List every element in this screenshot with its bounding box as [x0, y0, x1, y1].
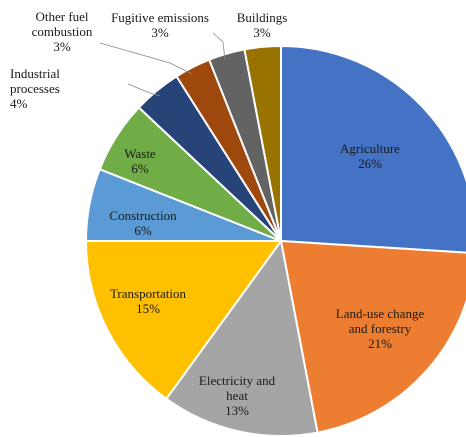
- slice-value-label: 3%: [151, 25, 169, 40]
- pie-slice-electricity-and-heat: [164, 238, 319, 437]
- slice-value-label: 15%: [136, 301, 160, 316]
- slice-label: Industrial processes 4%: [10, 66, 60, 111]
- slice-name-label: Agriculture: [340, 141, 400, 156]
- slice-name-label: Buildings: [237, 10, 288, 25]
- slice-name-label: Fugitive emissions: [111, 10, 209, 25]
- slice-value-label: 13%: [225, 403, 249, 418]
- slice-label: Agriculture 26%: [340, 141, 400, 171]
- slice-value-label: 6%: [131, 161, 149, 176]
- pie-slice-agriculture: [280, 44, 466, 254]
- slice-value-label: 26%: [358, 156, 382, 171]
- pie-slices: [84, 44, 466, 437]
- slice-label: Transportation 15%: [110, 286, 187, 316]
- slice-name-label: Waste: [124, 146, 156, 161]
- slice-name-label: Industrial: [10, 66, 60, 81]
- leader-line: [127, 83, 161, 97]
- slice-label: Other fuel combustion 3%: [32, 9, 93, 54]
- slice-label: Buildings 3%: [237, 10, 288, 40]
- slice-value-label: 6%: [134, 223, 152, 238]
- slice-name-label: combustion: [32, 24, 93, 39]
- slice-name-label: heat: [226, 388, 248, 403]
- slice-value-label: 3%: [53, 39, 71, 54]
- slice-label: Fugitive emissions 3%: [111, 10, 209, 40]
- slice-label: Electricity and heat 13%: [199, 373, 276, 418]
- slice-name-label: and forestry: [349, 321, 412, 336]
- leader-lines: [99, 32, 226, 97]
- slice-value-label: 21%: [368, 336, 392, 351]
- slice-label: Land-use change and forestry 21%: [336, 306, 425, 351]
- slice-value-label: 3%: [253, 25, 271, 40]
- slice-name-label: Land-use change: [336, 306, 425, 321]
- slice-name-label: Electricity and: [199, 373, 276, 388]
- slice-name-label: Construction: [109, 208, 177, 223]
- leader-line: [99, 42, 193, 75]
- slice-label: Waste 6%: [124, 146, 156, 176]
- leader-line: [212, 32, 226, 61]
- pie-slice-transportation: [84, 240, 283, 401]
- pie-slice-land-use-change-and-forestry: [279, 239, 466, 434]
- slice-label: Construction 6%: [109, 208, 177, 238]
- slice-name-label: processes: [10, 81, 60, 96]
- slice-value-label: 4%: [10, 96, 28, 111]
- slice-name-label: Other fuel: [35, 9, 88, 24]
- pie-slice-buildings: [243, 44, 282, 242]
- slice-labels: Agriculture 26% Land-use change and forestr…: [10, 9, 424, 418]
- slice-name-label: Transportation: [110, 286, 187, 301]
